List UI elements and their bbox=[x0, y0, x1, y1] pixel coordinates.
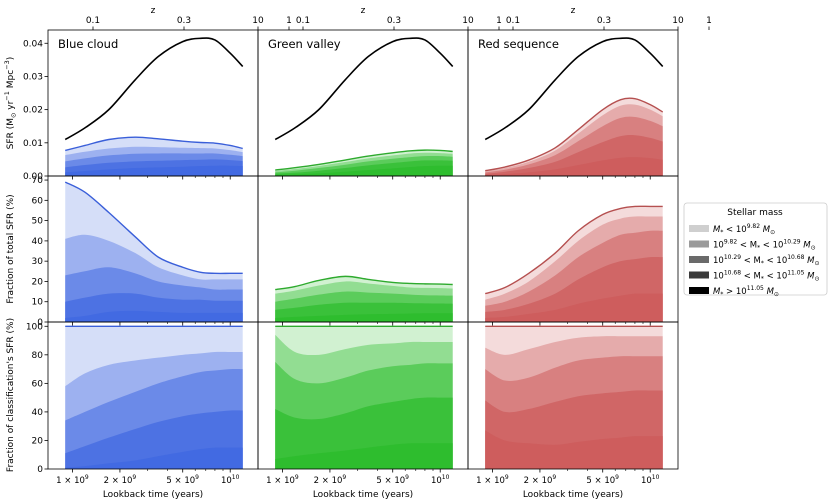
z-tick-label: 1 bbox=[496, 16, 502, 26]
panel-r1-c0 bbox=[64, 181, 243, 322]
y-tick-label: 70 bbox=[32, 176, 44, 186]
z-tick-label: 10 bbox=[672, 16, 684, 26]
z-tick-label: 0.3 bbox=[387, 16, 401, 26]
mass-band-5 bbox=[275, 165, 453, 176]
x-tick-label: 5 × 109 bbox=[586, 474, 619, 486]
x-tick-label: 2 × 109 bbox=[104, 474, 137, 486]
cosmic-sfr-line bbox=[484, 37, 664, 141]
z-tick-label: 10 bbox=[462, 16, 474, 26]
x-axis-label: Lookback time (years) bbox=[523, 490, 623, 500]
total-line bbox=[275, 149, 453, 171]
y-tick-label: 20 bbox=[32, 436, 44, 446]
x-axis-label: Lookback time (years) bbox=[103, 490, 203, 500]
mass-band-5 bbox=[65, 165, 243, 176]
axes-layer: 0.00 0.01 0.02 0.03 0.04 0 10 20 30 40 50 60 70 0 20 40… bbox=[3, 6, 712, 500]
panel-r0-c1 bbox=[274, 37, 454, 176]
legend-frame bbox=[683, 202, 828, 296]
panel-r2-c2 bbox=[485, 325, 663, 469]
panel-r0-c2 bbox=[484, 37, 664, 176]
y-axis-label-frac-class: Fraction of classification's SFR (%) bbox=[6, 318, 16, 472]
y-tick-label: 20 bbox=[32, 277, 44, 287]
column-title: Red sequence bbox=[478, 37, 559, 51]
z-axis-label: z bbox=[571, 6, 576, 16]
x-tick-label: 5 × 109 bbox=[166, 474, 199, 486]
legend-entry-label: M* > 1011.05 M⊙ bbox=[713, 285, 779, 298]
x-tick-label: 1 × 109 bbox=[266, 474, 299, 486]
legend-swatch bbox=[689, 240, 709, 248]
mass-band-5 bbox=[485, 430, 663, 469]
panel-r1-c1 bbox=[275, 275, 453, 322]
x-tick-label: 2 × 109 bbox=[314, 474, 347, 486]
y-tick-label: 0.00 bbox=[23, 172, 43, 182]
legend-entry-label: M* < 109.82 M⊙ bbox=[713, 223, 775, 236]
legend-entry-label: 1010.68 < M* < 1011.05 M⊙ bbox=[713, 270, 820, 283]
legend-entry-label: 109.82 < M* < 1010.29 M⊙ bbox=[713, 239, 816, 252]
x-tick-label: 1010 bbox=[641, 474, 660, 486]
z-tick-label: 1 bbox=[286, 16, 292, 26]
y-tick-label: 30 bbox=[32, 257, 44, 267]
y-tick-label: 0.01 bbox=[23, 139, 43, 149]
legend-title: Stellar mass bbox=[727, 208, 783, 218]
panel-r0-c0 bbox=[64, 37, 244, 176]
mass-band-5 bbox=[485, 157, 663, 176]
y-tick-label: 0 bbox=[37, 465, 43, 475]
legend-swatch bbox=[689, 271, 709, 279]
y-tick-label: 80 bbox=[32, 351, 44, 361]
x-tick-label: 1010 bbox=[221, 474, 240, 486]
cosmic-sfr-line bbox=[274, 37, 454, 141]
x-tick-label: 5 × 109 bbox=[376, 474, 409, 486]
x-tick-label: 2 × 109 bbox=[524, 474, 557, 486]
x-axis-label: Lookback time (years) bbox=[313, 490, 413, 500]
x-tick-label: 1 × 109 bbox=[56, 474, 89, 486]
panel-r2-c1 bbox=[275, 325, 453, 469]
y-tick-label: 0.03 bbox=[23, 72, 43, 82]
z-tick-label: 0.1 bbox=[506, 16, 520, 26]
legend-swatch bbox=[689, 256, 709, 263]
total-line bbox=[485, 97, 664, 172]
z-tick-label: 0.3 bbox=[177, 16, 191, 26]
y-tick-label: 0.02 bbox=[23, 106, 43, 116]
y-tick-label: 0 bbox=[37, 318, 43, 328]
y-axis-label-sfr: SFR (M⊙ yr−1 Mpc−3) bbox=[3, 57, 18, 150]
y-tick-label: 60 bbox=[32, 196, 44, 206]
mass-band-5 bbox=[485, 293, 663, 322]
y-tick-label: 40 bbox=[32, 237, 44, 247]
legend-swatch bbox=[689, 225, 709, 232]
y-tick-label: 60 bbox=[32, 379, 44, 389]
column-title: Blue cloud bbox=[58, 37, 118, 51]
panel-r2-c0 bbox=[65, 325, 243, 469]
column-title: Green valley bbox=[268, 37, 341, 51]
y-tick-label: 50 bbox=[32, 217, 44, 227]
mass-band-5 bbox=[275, 313, 453, 322]
mass-band-5 bbox=[65, 310, 243, 322]
total-line bbox=[64, 181, 243, 275]
z-tick-label: 0.3 bbox=[597, 16, 611, 26]
mass-band-5 bbox=[275, 443, 453, 469]
x-tick-label: 1010 bbox=[431, 474, 450, 486]
z-axis-label: z bbox=[361, 6, 366, 16]
panel-frame bbox=[467, 321, 679, 470]
y-tick-label: 0.04 bbox=[23, 39, 43, 49]
legend-swatch bbox=[689, 287, 709, 294]
total-line bbox=[485, 205, 663, 295]
legend: Stellar mass M* < 109.82 M⊙ 109.82 < M* < … bbox=[683, 202, 828, 298]
y-tick-label: 40 bbox=[32, 408, 44, 418]
legend-entry-label: 1010.29 < M* < 1010.68 M⊙ bbox=[713, 254, 820, 267]
cosmic-sfr-line bbox=[64, 37, 244, 141]
total-line bbox=[275, 275, 453, 291]
y-tick-label: 10 bbox=[32, 298, 44, 308]
z-tick-label: 10 bbox=[252, 16, 264, 26]
total-line bbox=[65, 136, 243, 152]
panel-r1-c2 bbox=[485, 205, 663, 322]
x-tick-label: 1 × 109 bbox=[476, 474, 509, 486]
panels-layer bbox=[64, 37, 664, 469]
z-tick-label: 0.1 bbox=[296, 16, 310, 26]
y-tick-label: 100 bbox=[26, 322, 43, 332]
mass-band-5 bbox=[65, 447, 243, 469]
z-axis-label: z bbox=[151, 6, 156, 16]
y-axis-label-frac-total: Fraction of total SFR (%) bbox=[6, 194, 16, 303]
z-tick-label: 0.1 bbox=[86, 16, 100, 26]
z-tick-label: 1 bbox=[706, 16, 712, 26]
